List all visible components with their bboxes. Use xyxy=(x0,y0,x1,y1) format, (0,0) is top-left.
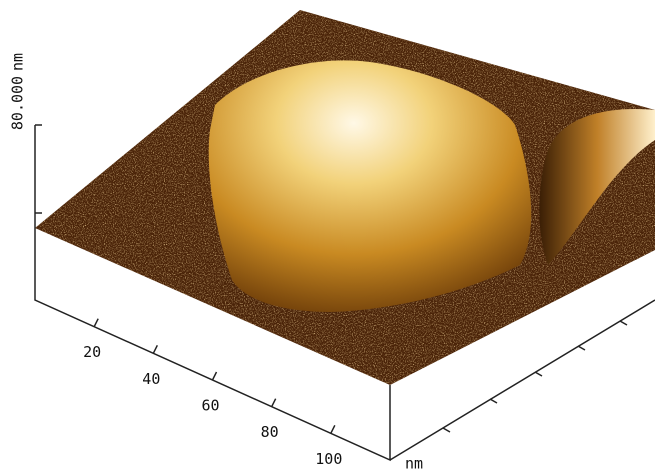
z-tick-label: 80.000 xyxy=(9,76,27,130)
x-tick xyxy=(94,319,98,327)
x-tick-label: 100 xyxy=(315,450,342,468)
page: nm nm 80.00020406080100 (() => { const d… xyxy=(0,0,655,472)
x-tick-label: 20 xyxy=(83,343,101,361)
x-tick-label: 80 xyxy=(261,423,279,441)
surface xyxy=(35,10,655,385)
x-tick-label: 60 xyxy=(201,397,219,415)
x-tick-label: 40 xyxy=(142,370,160,388)
x-tick xyxy=(213,372,217,380)
z-axis-label: nm xyxy=(9,53,27,71)
chart: nm nm 80.000 20 40 60 80 100 xyxy=(0,0,655,472)
x-tick xyxy=(331,425,335,433)
x-tick xyxy=(272,399,276,407)
x-tick xyxy=(153,345,157,353)
x-axis-label: nm xyxy=(405,455,423,472)
